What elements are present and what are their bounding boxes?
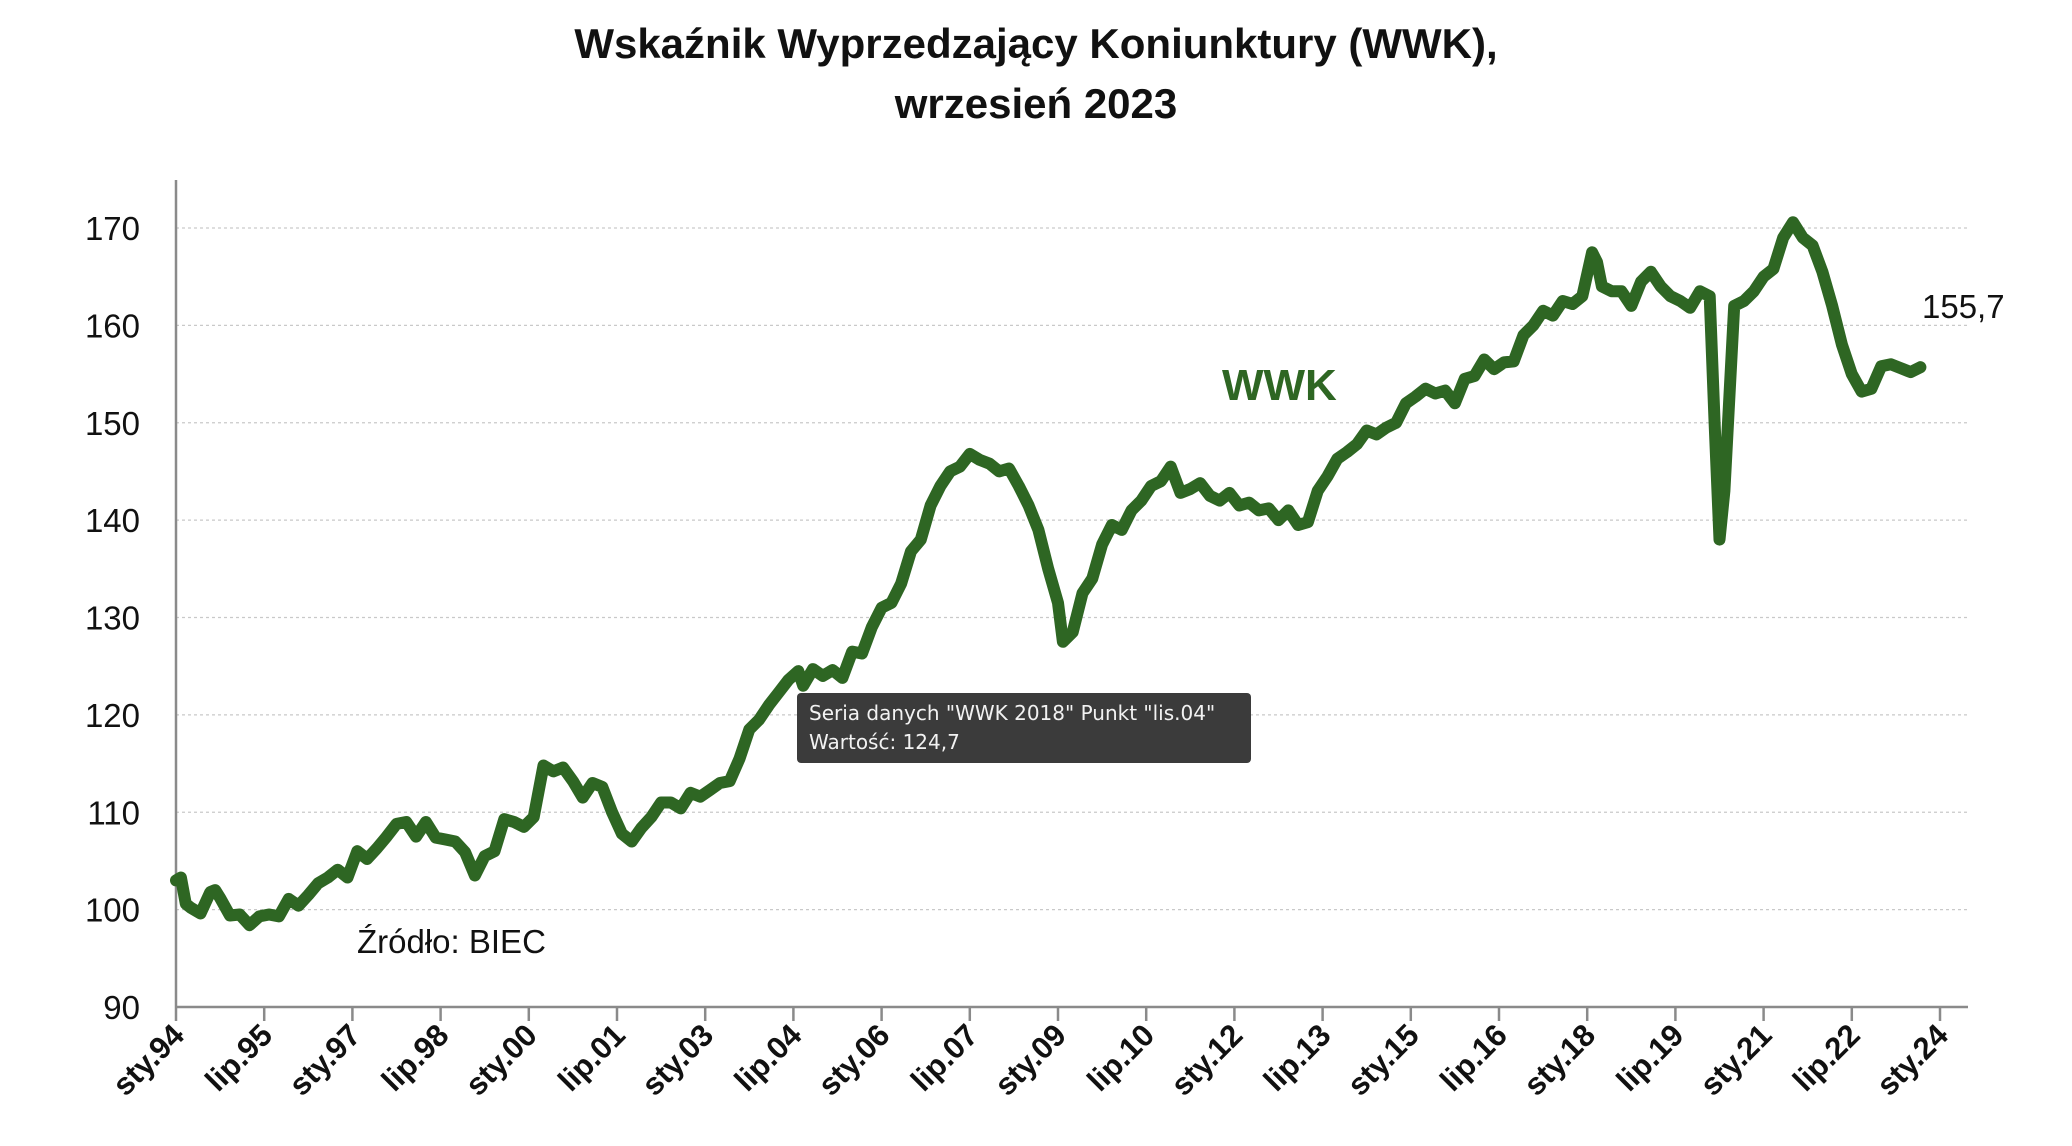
x-tick-label: lip.95 (198, 1017, 279, 1098)
y-tick-label: 160 (85, 307, 140, 344)
y-axis-ticks: 90 100 110 120 130 140 150 160 170 (85, 210, 140, 1026)
series-label: WWK (1222, 361, 1337, 410)
x-tick-label: sty.09 (988, 1017, 1073, 1102)
x-tick-label: sty.94 (106, 1017, 192, 1103)
y-tick-label: 150 (85, 405, 140, 442)
x-tick-label: sty.06 (811, 1017, 896, 1102)
x-tick-label: lip.22 (1786, 1017, 1867, 1098)
x-tick-label: sty.24 (1870, 1017, 1956, 1103)
axes (174, 180, 1968, 1021)
y-tick-label: 100 (85, 892, 140, 929)
series-line-wwk[interactable] (170, 216, 1927, 932)
y-tick-label: 90 (103, 989, 140, 1026)
x-tick-label: lip.04 (728, 1017, 809, 1098)
tooltip: Seria danych "WWK 2018" Punkt "lis.04" W… (797, 693, 1251, 763)
grid-lines (176, 227, 1968, 911)
chart-title-line-2: wrzesień 2023 (894, 80, 1178, 127)
x-tick-label: lip.13 (1257, 1017, 1338, 1098)
x-tick-label: sty.97 (282, 1017, 367, 1102)
chart-title: Wskaźnik Wyprzedzający Koniunktury (WWK)… (0, 14, 2072, 134)
x-tick-label: lip.01 (551, 1017, 632, 1098)
y-tick-label: 130 (85, 600, 140, 637)
chart-title-line-1: Wskaźnik Wyprzedzający Koniunktury (WWK)… (574, 20, 1498, 67)
x-tick-label: lip.19 (1610, 1017, 1691, 1098)
x-tick-label: sty.03 (635, 1017, 720, 1102)
x-tick-label: lip.98 (375, 1017, 456, 1098)
x-tick-label: sty.12 (1164, 1017, 1249, 1102)
y-tick-label: 140 (85, 502, 140, 539)
end-value-label: 155,7 (1922, 288, 2005, 325)
x-tick-label: lip.10 (1080, 1017, 1161, 1098)
x-tick-label: sty.00 (458, 1017, 543, 1102)
x-tick-label: sty.15 (1340, 1017, 1425, 1102)
x-tick-label: sty.21 (1693, 1017, 1778, 1102)
source-label: Źródło: BIEC (357, 923, 546, 960)
tooltip-line-1: Seria danych "WWK 2018" Punkt "lis.04" (809, 701, 1216, 725)
tooltip-line-2: Wartość: 124,7 (809, 730, 960, 754)
x-tick-label: sty.18 (1517, 1017, 1602, 1102)
y-tick-label: 120 (85, 697, 140, 734)
y-tick-label: 170 (85, 210, 140, 247)
x-tick-label: lip.07 (904, 1017, 985, 1098)
x-axis-ticks: sty.94 lip.95 sty.97 lip.98 sty.00 lip.01 sty.… (106, 1017, 1956, 1103)
x-tick-label: lip.16 (1433, 1017, 1514, 1098)
y-tick-label: 110 (87, 794, 140, 831)
